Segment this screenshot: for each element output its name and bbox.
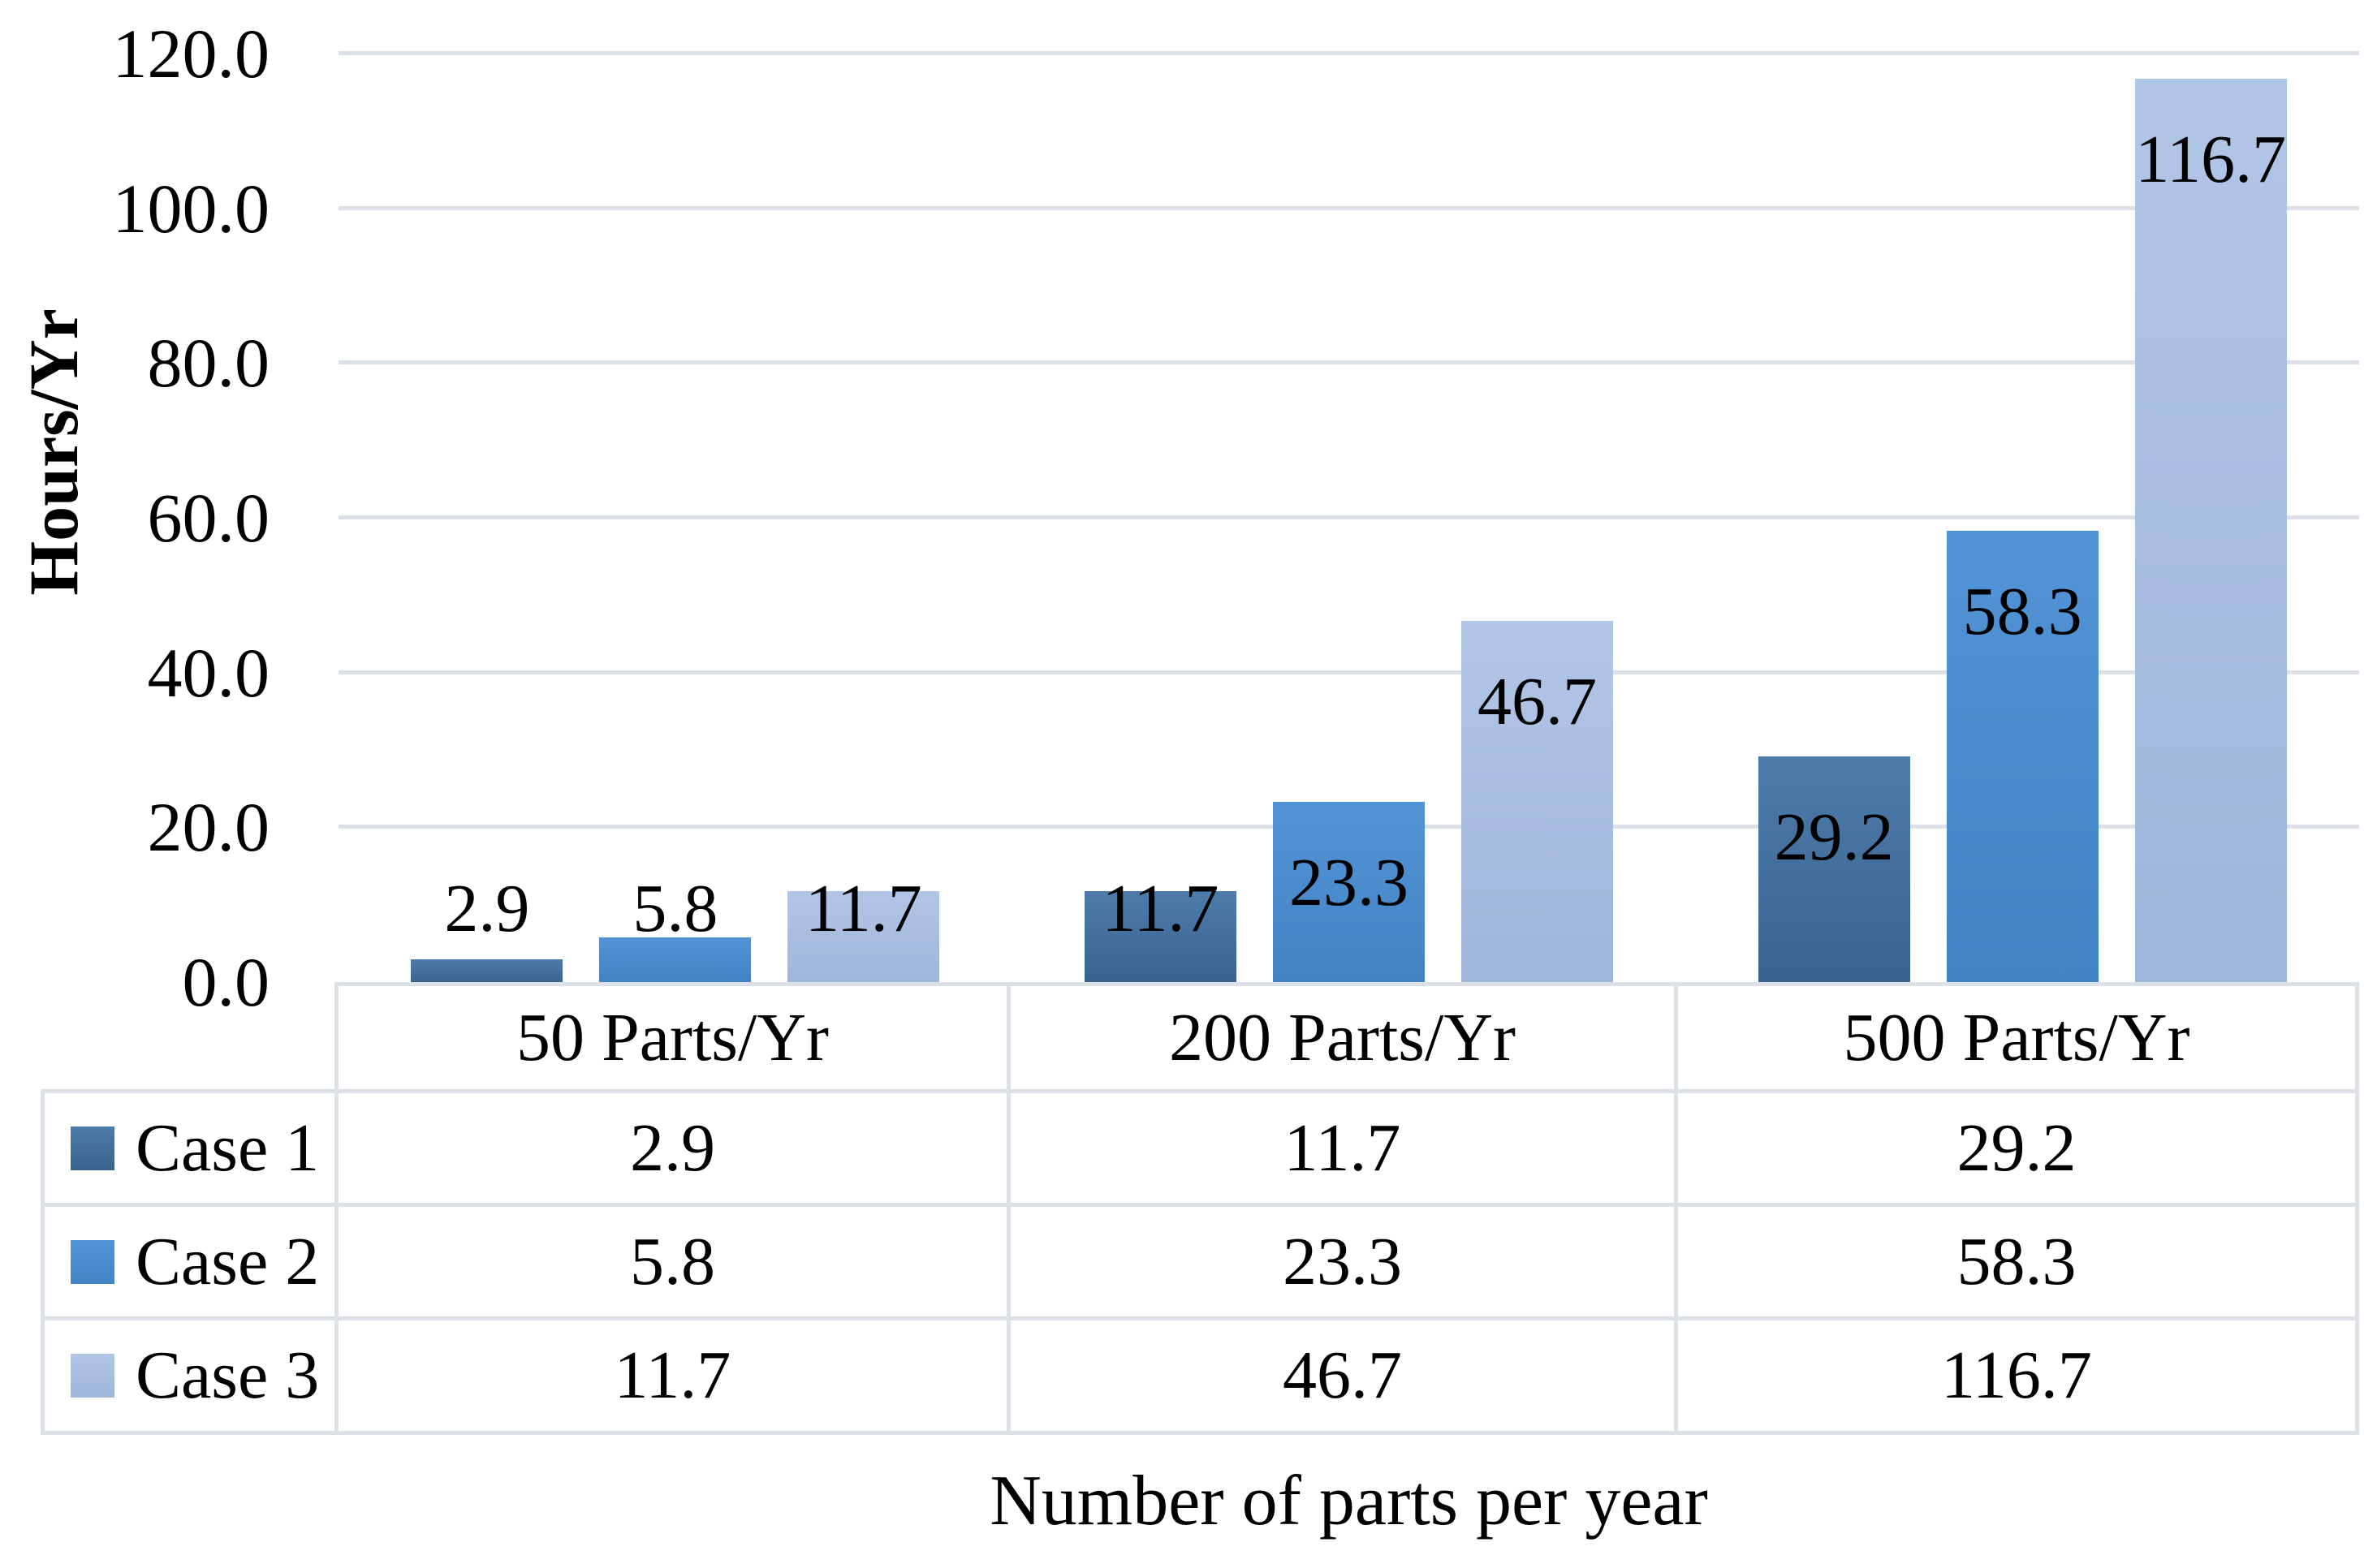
gridline-120 <box>339 50 2359 55</box>
gridline-100 <box>339 205 2359 210</box>
data-table: 50 Parts/Yr 200 Parts/Yr 500 Parts/Yr Case … <box>41 982 2359 1435</box>
bar-case-3-50-parts-yr <box>787 891 940 982</box>
y-tick-label-40: 40.0 <box>147 633 270 712</box>
table-header-cell-500-parts-yr: 500 Parts/Yr <box>1678 982 2359 1093</box>
table-value-cell-case-3-50-parts-yr: 11.7 <box>339 1320 1011 1435</box>
legend-cell-case-2: Case 2 <box>41 1207 339 1320</box>
bar-value-label-case-1-200-parts-yr: 11.7 <box>1102 871 1219 946</box>
bar-case-3-500-parts-yr <box>2134 79 2287 982</box>
table-value-cell-case-2-500-parts-yr: 58.3 <box>1678 1207 2359 1320</box>
legend-label-case-2: Case 2 <box>136 1223 320 1299</box>
y-tick-label-60: 60.0 <box>147 478 270 557</box>
bar-case-1-200-parts-yr <box>1085 891 1236 982</box>
table-value-cell-case-1-200-parts-yr: 11.7 <box>1011 1093 1678 1207</box>
legend-swatch-case-2 <box>71 1239 114 1284</box>
bar-value-label-case-2-500-parts-yr: 58.3 <box>1962 574 2082 650</box>
table-value-cell-case-3-200-parts-yr: 46.7 <box>1011 1320 1678 1435</box>
gridline-40 <box>339 670 2359 674</box>
bar-value-label-case-1-50-parts-yr: 2.9 <box>444 871 530 946</box>
table-value-cell-case-1-50-parts-yr: 2.9 <box>339 1093 1011 1207</box>
table-header-cell-50-parts-yr: 50 Parts/Yr <box>339 982 1011 1093</box>
gridline-60 <box>339 515 2359 519</box>
table-value-cell-case-3-500-parts-yr: 116.7 <box>1678 1320 2359 1435</box>
y-tick-label-80: 80.0 <box>147 324 270 403</box>
y-tick-label-20: 20.0 <box>147 788 270 867</box>
table-value-cell-case-2-200-parts-yr: 23.3 <box>1011 1207 1678 1320</box>
bar-case-3-200-parts-yr <box>1461 620 1613 982</box>
bar-value-label-case-3-50-parts-yr: 11.7 <box>805 871 922 946</box>
bar-value-label-case-3-200-parts-yr: 46.7 <box>1478 663 1597 739</box>
table-corner-cell <box>41 982 339 1093</box>
gridline-80 <box>339 360 2359 365</box>
legend-label-case-3: Case 3 <box>136 1338 320 1413</box>
table-value-cell-case-2-50-parts-yr: 5.8 <box>339 1207 1011 1320</box>
legend-cell-case-1: Case 1 <box>41 1093 339 1207</box>
legend-label-case-1: Case 1 <box>136 1109 320 1186</box>
legend-cell-case-3: Case 3 <box>41 1320 339 1435</box>
bar-case-1-500-parts-yr <box>1758 756 1910 982</box>
bar-case-2-200-parts-yr <box>1273 801 1425 982</box>
bar-case-2-50-parts-yr <box>599 937 752 982</box>
bar-value-label-case-3-500-parts-yr: 116.7 <box>2135 122 2287 198</box>
y-tick-label-120: 120.0 <box>112 14 270 93</box>
table-header-cell-200-parts-yr: 200 Parts/Yr <box>1011 982 1678 1093</box>
table-value-cell-case-1-500-parts-yr: 29.2 <box>1678 1093 2359 1207</box>
legend-swatch-case-1 <box>71 1126 114 1170</box>
bar-case-1-50-parts-yr <box>411 959 563 982</box>
bar-value-label-case-2-200-parts-yr: 23.3 <box>1289 844 1409 920</box>
bar-value-label-case-1-500-parts-yr: 29.2 <box>1774 799 1894 875</box>
bar-case-2-500-parts-yr <box>1946 531 2099 982</box>
y-tick-label-0: 0.0 <box>182 943 270 1021</box>
x-axis-title: Number of parts per year <box>990 1462 1708 1540</box>
y-tick-label-100: 100.0 <box>112 169 270 248</box>
bar-value-label-case-2-50-parts-yr: 5.8 <box>632 871 718 946</box>
legend-swatch-case-3 <box>71 1354 114 1398</box>
